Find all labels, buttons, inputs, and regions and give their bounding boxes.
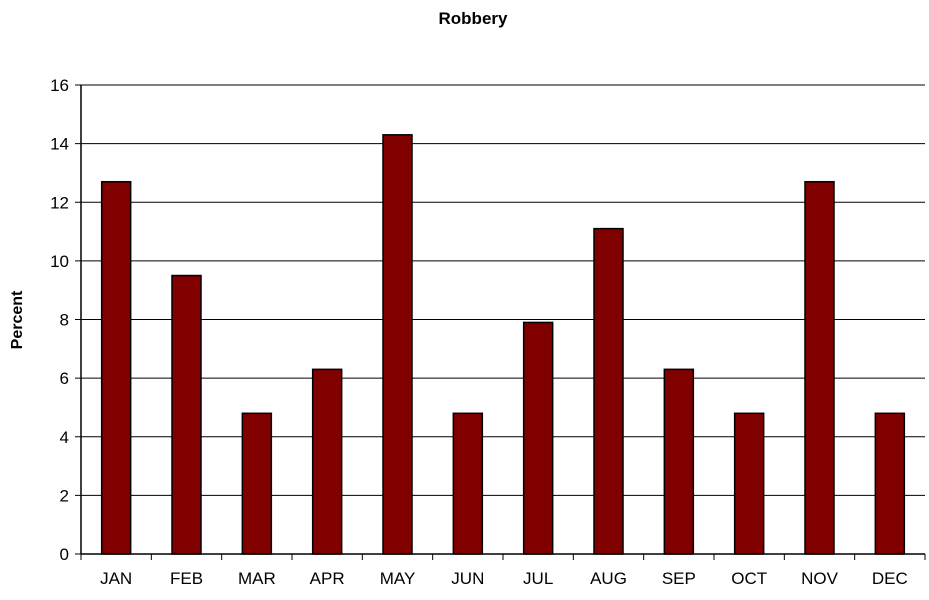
x-tick-label: APR (310, 569, 345, 588)
bar-jun (452, 412, 484, 555)
tick-labels: 0 2 4 6 8 10 12 14 16 JAN FEB MAR APR MAY JUN JUL AUG SEP… (50, 76, 908, 588)
y-tick-label: 10 (50, 252, 69, 271)
x-tick-label: AUG (590, 569, 627, 588)
y-tick-label: 0 (60, 545, 69, 564)
x-tick-label: OCT (731, 569, 767, 588)
gridlines (81, 84, 925, 496)
bar-dec (874, 412, 906, 555)
x-tick-label: JUL (523, 569, 553, 588)
x-tick-label: JUN (451, 569, 484, 588)
chart-title: Robbery (439, 9, 509, 28)
y-tick-label: 12 (50, 193, 69, 212)
bar-mar (241, 412, 273, 555)
x-tick-label: FEB (170, 569, 203, 588)
bar-oct (733, 412, 765, 555)
bar-jul (522, 321, 554, 555)
bars (100, 134, 906, 555)
x-tick-label: JAN (100, 569, 132, 588)
bar-jan (100, 180, 132, 555)
y-tick-label: 2 (60, 486, 69, 505)
y-tick-label: 4 (60, 428, 69, 447)
y-tick-label: 16 (50, 76, 69, 95)
bar-aug (593, 227, 624, 555)
y-tick-label: 14 (50, 135, 69, 154)
x-tick-label: NOV (801, 569, 839, 588)
bar-feb (171, 274, 202, 555)
bar-apr (311, 368, 343, 555)
bar-sep (663, 368, 695, 555)
y-axis-label: Percent (9, 290, 26, 349)
x-tick-label: MAY (380, 569, 416, 588)
y-tick-label: 8 (60, 311, 69, 330)
bar-nov (804, 180, 835, 555)
axes (75, 84, 926, 560)
x-tick-label: SEP (662, 569, 696, 588)
x-tick-label: MAR (238, 569, 276, 588)
x-tick-label: DEC (872, 569, 908, 588)
bar-may (382, 134, 413, 555)
y-tick-label: 6 (60, 369, 69, 388)
